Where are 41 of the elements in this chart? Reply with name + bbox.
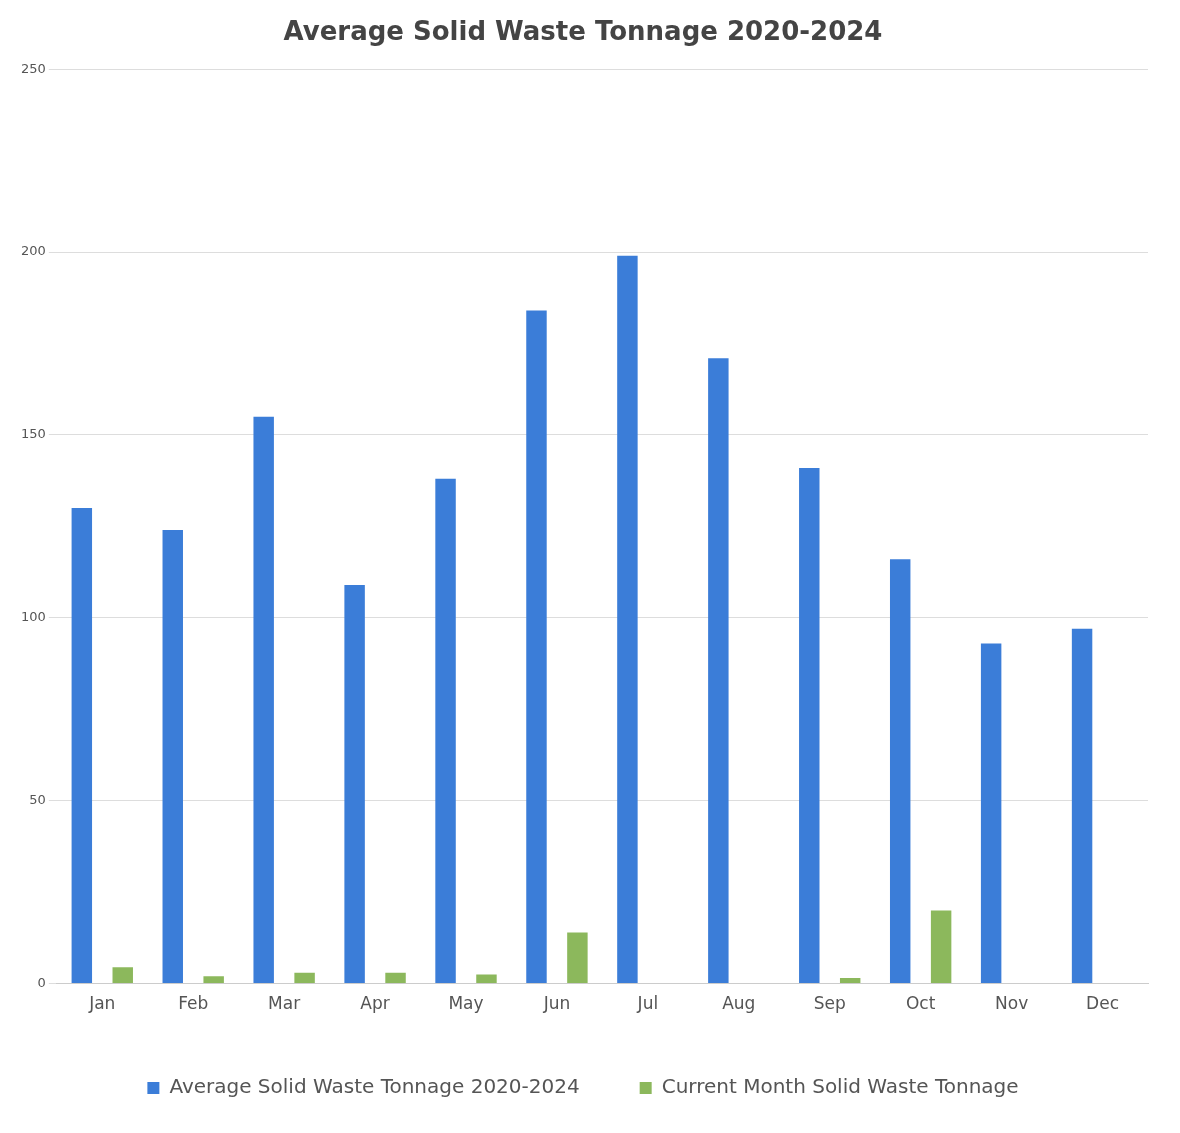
x-tick-label: Jul	[636, 993, 659, 1014]
bar	[889, 559, 911, 984]
chart-title: Average Solid Waste Tonnage 2020-2024	[283, 16, 883, 47]
bar	[203, 976, 224, 984]
bar	[476, 974, 497, 984]
bar	[930, 910, 952, 984]
bar	[294, 972, 315, 984]
bar	[526, 310, 547, 984]
x-tick-label: Apr	[360, 993, 390, 1014]
x-tick-label: Dec	[1086, 993, 1119, 1014]
bar	[617, 255, 638, 984]
bar	[799, 467, 820, 984]
bar	[112, 967, 133, 984]
y-tick-label: 0	[37, 974, 46, 990]
x-tick-label: Sep	[813, 993, 846, 1014]
x-tick-label: Jan	[88, 993, 116, 1014]
bar	[435, 478, 456, 984]
y-tick-label: 50	[29, 792, 46, 808]
y-tick-label: 150	[20, 426, 46, 442]
bar	[253, 416, 274, 984]
bar	[344, 584, 365, 984]
y-tick-label: 250	[20, 60, 46, 76]
x-tick-label: Jun	[542, 993, 571, 1014]
bar	[980, 643, 1002, 984]
x-tick-label: Mar	[268, 993, 301, 1014]
bar	[1071, 628, 1093, 984]
bar	[839, 978, 861, 984]
x-tick-label: Feb	[178, 993, 209, 1014]
bar	[385, 972, 406, 984]
y-tick-label: 100	[20, 609, 46, 625]
legend-label: Average Solid Waste Tonnage 2020-2024	[169, 1074, 580, 1099]
y-tick-label: 200	[20, 243, 46, 259]
x-tick-label: Nov	[995, 993, 1029, 1014]
bar	[162, 530, 183, 984]
bar	[567, 932, 588, 984]
bar	[708, 358, 729, 984]
x-tick-label: May	[448, 993, 484, 1014]
bar	[71, 508, 93, 984]
legend-label: Current Month Solid Waste Tonnage	[661, 1074, 1019, 1099]
x-tick-label: Aug	[722, 993, 756, 1014]
x-tick-label: Oct	[905, 993, 936, 1014]
